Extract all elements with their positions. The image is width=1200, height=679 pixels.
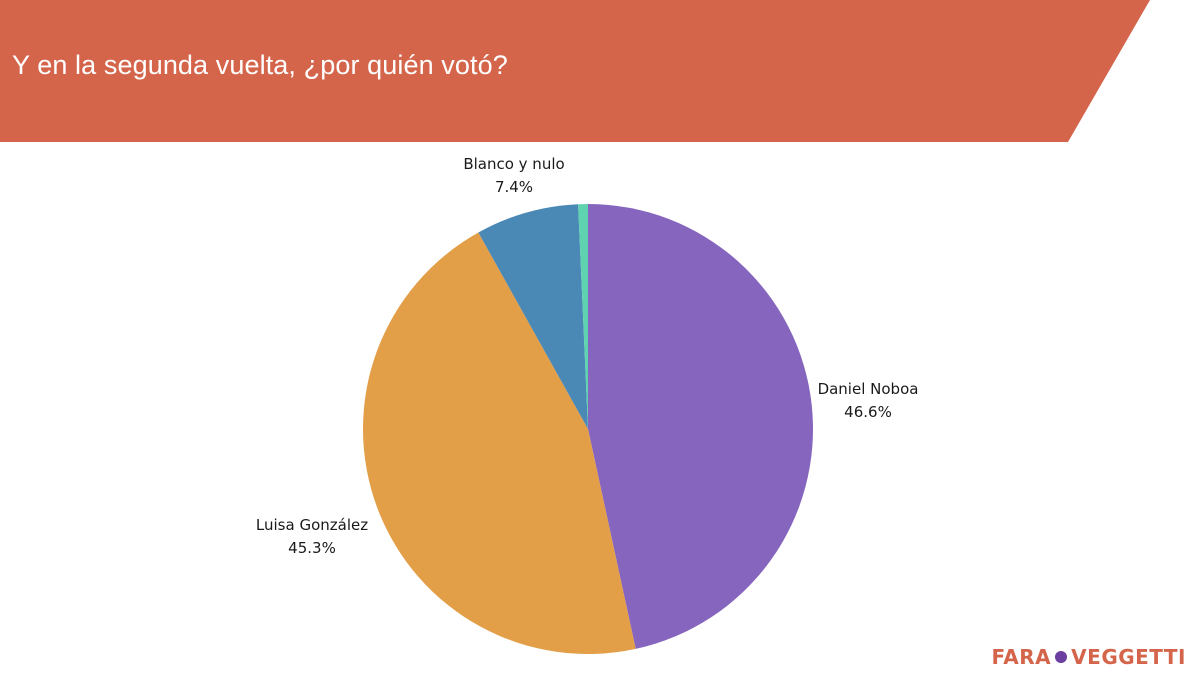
pie-slice-luisa-gonz-lez (363, 232, 636, 655)
pie-slice-blanco-y-nulo (478, 204, 588, 429)
slice-value-label: 45.3% (288, 539, 336, 557)
pie-slice-daniel-noboa (588, 204, 813, 649)
header-band (0, 0, 1150, 142)
brand-dot-icon (1055, 651, 1068, 663)
brand-left-text: FARA (991, 645, 1052, 669)
brand-right-text: VEGGETTI (1071, 645, 1186, 669)
slice-label: Daniel Noboa (818, 380, 919, 398)
page-title: Y en la segunda vuelta, ¿por quién votó? (12, 50, 508, 80)
pie-slice-other (578, 204, 588, 429)
slice-label: Luisa González (256, 516, 368, 534)
brand-logo: FARA VEGGETTI (991, 645, 1186, 669)
slice-label: Blanco y nulo (463, 155, 564, 173)
slice-value-label: 46.6% (844, 403, 892, 421)
slice-value-label: 7.4% (495, 178, 533, 196)
